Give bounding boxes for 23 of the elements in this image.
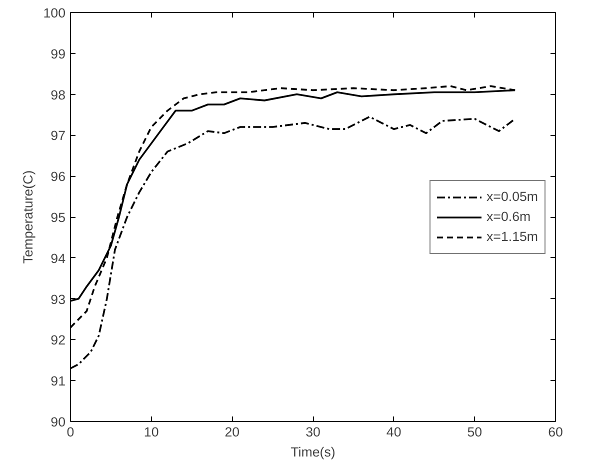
x-tick-label: 40: [386, 424, 402, 440]
y-tick-label: 90: [50, 414, 66, 430]
legend-label: x=0.6m: [486, 209, 531, 224]
x-axis-title: Time(s): [290, 444, 336, 460]
x-tick-label: 30: [306, 424, 320, 440]
y-tick-label: 97: [50, 128, 66, 144]
y-tick-label: 94: [50, 250, 66, 266]
y-tick-label: 93: [50, 292, 66, 307]
y-axis-title: Temperature(C): [20, 170, 36, 264]
x-tick-label: 20: [224, 424, 240, 440]
x-tick-label: 50: [467, 424, 482, 440]
x-tick-label: 10: [144, 424, 159, 440]
y-tick-label: 91: [50, 374, 66, 389]
x-tick-label: 60: [548, 424, 563, 440]
y-tick-label: 96: [50, 169, 66, 184]
legend-label: x=1.15m: [486, 229, 538, 244]
y-tick-label: 92: [50, 332, 66, 348]
y-tick-label: 95: [50, 210, 66, 225]
legend-label: x=0.05m: [486, 189, 538, 204]
y-tick-label: 100: [43, 6, 66, 20]
y-tick-label: 99: [50, 46, 66, 62]
y-tick-label: 98: [50, 87, 66, 102]
x-tick-label: 0: [66, 424, 74, 440]
